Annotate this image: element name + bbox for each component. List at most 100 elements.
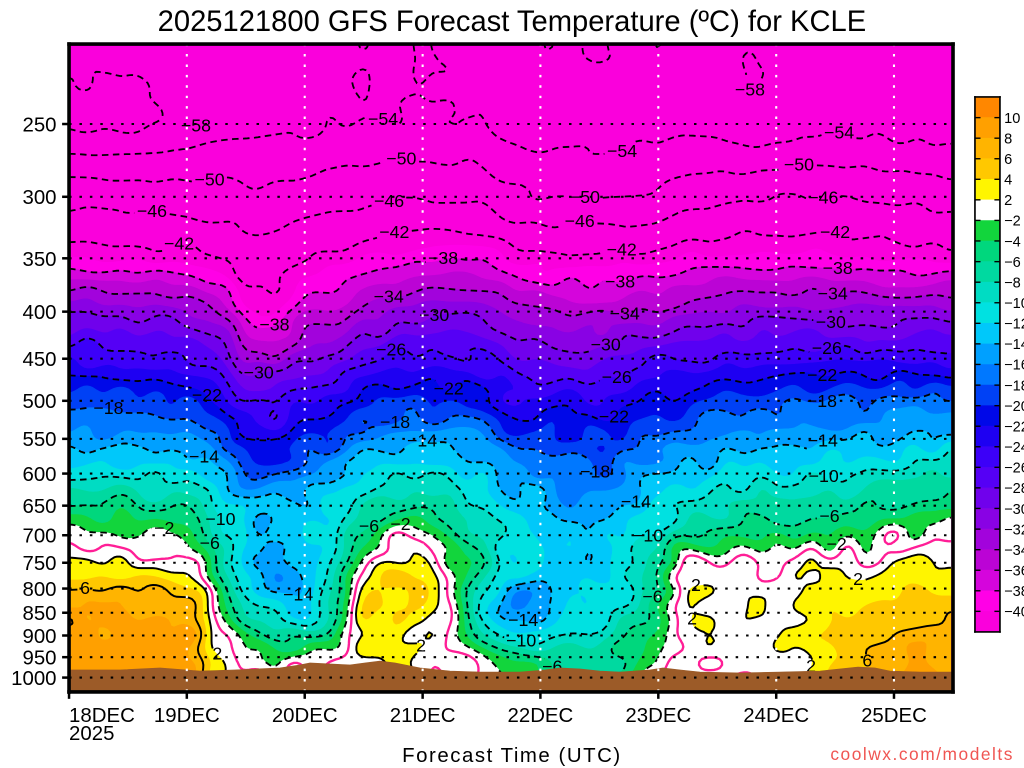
- svg-text:6: 6: [1004, 152, 1012, 168]
- svg-text:2: 2: [1004, 193, 1012, 209]
- svg-text:−30: −30: [591, 335, 621, 355]
- svg-text:−46: −46: [374, 191, 404, 211]
- svg-text:−38: −38: [605, 271, 635, 291]
- svg-text:−42: −42: [820, 222, 850, 242]
- svg-text:700: 700: [22, 526, 56, 548]
- svg-text:−26: −26: [376, 339, 406, 359]
- svg-text:−54: −54: [824, 123, 854, 143]
- svg-text:−8: −8: [1004, 275, 1021, 291]
- svg-text:−34: −34: [610, 303, 640, 323]
- svg-text:−20: −20: [1004, 399, 1024, 415]
- svg-text:−46: −46: [808, 188, 838, 208]
- svg-text:−10: −10: [506, 631, 536, 651]
- svg-text:900: 900: [22, 626, 56, 648]
- svg-text:−22: −22: [599, 407, 629, 427]
- svg-text:−14: −14: [808, 430, 838, 450]
- svg-text:−22: −22: [192, 385, 222, 405]
- svg-text:−10: −10: [633, 525, 663, 545]
- svg-text:−6: −6: [359, 516, 379, 536]
- svg-text:−50: −50: [386, 149, 416, 169]
- svg-text:Forecast Time (UTC): Forecast Time (UTC): [402, 745, 621, 767]
- svg-text:600: 600: [22, 464, 56, 486]
- svg-text:−6: −6: [642, 586, 662, 606]
- svg-text:20DEC: 20DEC: [272, 705, 338, 727]
- svg-text:300: 300: [22, 187, 56, 209]
- svg-text:650: 650: [22, 496, 56, 518]
- svg-text:19DEC: 19DEC: [154, 705, 220, 727]
- svg-text:−38: −38: [259, 315, 289, 335]
- svg-text:−42: −42: [164, 234, 194, 254]
- svg-text:−2: −2: [1004, 214, 1021, 230]
- svg-text:−26: −26: [1004, 461, 1024, 477]
- svg-text:400: 400: [22, 302, 56, 324]
- svg-text:2025121800 GFS Forecast Temper: 2025121800 GFS Forecast Temperature (ºC)…: [158, 6, 867, 38]
- svg-text:−14: −14: [189, 446, 219, 466]
- svg-text:−18: −18: [1004, 378, 1024, 394]
- svg-text:550: 550: [22, 429, 56, 451]
- svg-text:2: 2: [416, 635, 426, 655]
- svg-text:350: 350: [22, 249, 56, 271]
- svg-text:4: 4: [1004, 173, 1012, 189]
- svg-text:−50: −50: [784, 155, 814, 175]
- svg-text:coolwx.com/modelts: coolwx.com/modelts: [830, 744, 1014, 764]
- svg-text:250: 250: [22, 114, 56, 136]
- svg-text:−14: −14: [508, 610, 538, 630]
- svg-text:−42: −42: [379, 222, 409, 242]
- svg-text:18DEC: 18DEC: [69, 705, 135, 727]
- svg-text:−46: −46: [565, 211, 595, 231]
- svg-text:−6: −6: [1004, 255, 1021, 271]
- svg-text:1000: 1000: [11, 668, 56, 690]
- svg-text:−16: −16: [1004, 358, 1024, 374]
- svg-text:−12: −12: [1004, 317, 1024, 333]
- svg-text:8: 8: [1004, 131, 1012, 147]
- svg-text:500: 500: [22, 391, 56, 413]
- svg-text:−34: −34: [1004, 543, 1024, 559]
- svg-text:−18: −18: [93, 398, 123, 418]
- svg-text:−26: −26: [602, 367, 632, 387]
- svg-text:−6: −6: [819, 506, 839, 526]
- svg-text:10: 10: [1004, 111, 1020, 127]
- svg-text:2: 2: [806, 656, 816, 676]
- svg-text:−36: −36: [1004, 564, 1024, 580]
- svg-text:−50: −50: [570, 187, 600, 207]
- svg-text:−34: −34: [374, 286, 404, 306]
- svg-text:−32: −32: [1004, 522, 1024, 538]
- svg-text:−18: −18: [807, 391, 837, 411]
- svg-text:−38: −38: [1004, 584, 1024, 600]
- svg-text:−30: −30: [816, 312, 846, 332]
- svg-text:−30: −30: [419, 305, 449, 325]
- svg-text:−30: −30: [244, 362, 274, 382]
- svg-text:−46: −46: [137, 201, 167, 221]
- svg-text:−4: −4: [1004, 234, 1021, 250]
- svg-text:−58: −58: [735, 80, 765, 100]
- svg-text:−6: −6: [200, 533, 220, 553]
- svg-text:21DEC: 21DEC: [390, 705, 456, 727]
- svg-text:−42: −42: [607, 239, 637, 259]
- svg-text:−10: −10: [809, 466, 839, 486]
- svg-text:2025: 2025: [69, 723, 114, 745]
- svg-text:−38: −38: [823, 258, 853, 278]
- svg-text:−14: −14: [283, 585, 313, 605]
- svg-text:−38: −38: [428, 248, 458, 268]
- svg-text:−22: −22: [1004, 419, 1024, 435]
- svg-text:−22: −22: [434, 378, 464, 398]
- svg-text:−40: −40: [1004, 605, 1024, 621]
- svg-text:750: 750: [22, 553, 56, 575]
- svg-text:−18: −18: [580, 462, 610, 482]
- svg-text:6: 6: [80, 578, 90, 598]
- svg-text:6: 6: [862, 650, 872, 670]
- svg-text:−14: −14: [621, 491, 651, 511]
- svg-text:−54: −54: [607, 141, 637, 161]
- svg-text:−2: −2: [154, 518, 174, 538]
- svg-text:−34: −34: [818, 284, 848, 304]
- svg-text:−28: −28: [1004, 481, 1024, 497]
- svg-text:950: 950: [22, 648, 56, 670]
- svg-text:−26: −26: [812, 338, 842, 358]
- svg-text:−14: −14: [1004, 337, 1024, 353]
- svg-text:−22: −22: [807, 365, 837, 385]
- svg-text:850: 850: [22, 603, 56, 625]
- svg-text:−2: −2: [826, 534, 846, 554]
- svg-text:−24: −24: [1004, 440, 1024, 456]
- svg-text:−2: −2: [390, 514, 410, 534]
- svg-text:−30: −30: [1004, 502, 1024, 518]
